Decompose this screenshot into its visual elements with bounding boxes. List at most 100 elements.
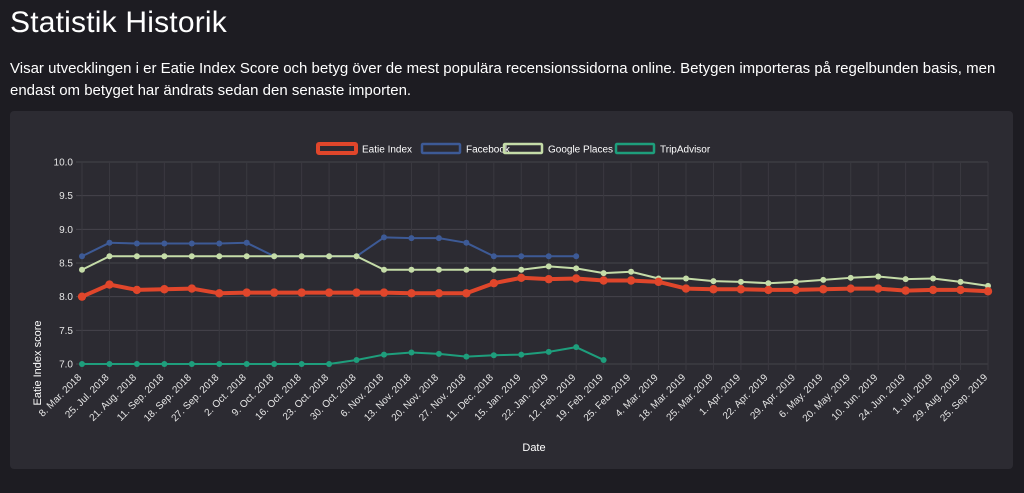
- data-point: [875, 273, 882, 280]
- data-point: [873, 284, 883, 293]
- data-point: [132, 285, 142, 295]
- legend-item: Eatie Index: [316, 142, 412, 156]
- data-point: [326, 253, 333, 260]
- data-point: [463, 266, 470, 273]
- series-lines: [77, 234, 993, 367]
- data-point: [216, 361, 223, 367]
- data-point: [737, 278, 744, 285]
- data-point: [352, 288, 361, 297]
- data-point: [434, 289, 444, 298]
- legend-item: Facebook: [420, 142, 511, 156]
- data-point: [764, 285, 773, 295]
- legend-swatch: [316, 142, 358, 155]
- data-point: [161, 240, 168, 247]
- data-point: [983, 287, 993, 296]
- data-point: [765, 280, 772, 287]
- series-line: [81, 346, 605, 365]
- legend-swatch: [420, 142, 462, 155]
- data-point: [846, 284, 855, 293]
- data-point: [930, 275, 937, 282]
- legend-item: Google Places: [502, 142, 613, 156]
- series-eatie-index: [77, 273, 993, 301]
- data-point: [573, 344, 580, 351]
- grid-lines: [76, 161, 989, 370]
- data-point: [79, 361, 85, 367]
- data-point: [407, 289, 416, 298]
- data-point: [819, 285, 828, 294]
- legend-label: TripAdvisor: [660, 145, 711, 156]
- data-point: [545, 263, 552, 270]
- data-point: [381, 234, 387, 241]
- data-point: [216, 240, 223, 247]
- data-point: [242, 288, 251, 297]
- data-point: [79, 266, 85, 273]
- data-point: [490, 352, 497, 359]
- data-point: [518, 253, 525, 260]
- data-point: [791, 285, 801, 295]
- legend-label: Eatie Index: [362, 145, 412, 156]
- data-point: [490, 266, 497, 273]
- y-tick-label: 10.0: [54, 158, 74, 169]
- data-point: [902, 276, 909, 283]
- data-point: [463, 239, 470, 246]
- data-point: [599, 276, 608, 285]
- data-point: [216, 253, 223, 260]
- data-point: [106, 361, 113, 367]
- data-point: [628, 268, 635, 275]
- data-point: [106, 239, 113, 246]
- data-point: [928, 285, 938, 295]
- series-line: [81, 255, 989, 287]
- data-point: [79, 253, 85, 260]
- data-point: [188, 361, 195, 367]
- data-point: [544, 274, 553, 284]
- x-axis-title: Date: [522, 442, 545, 454]
- data-point: [243, 253, 250, 260]
- data-point: [379, 288, 389, 297]
- data-point: [847, 274, 854, 281]
- legend-label: Facebook: [466, 145, 511, 156]
- y-axis-title: Eatie Index score: [32, 321, 44, 406]
- data-point: [710, 278, 717, 285]
- legend-swatch: [502, 142, 544, 155]
- data-point: [353, 356, 360, 363]
- data-point: [709, 285, 718, 294]
- data-point: [408, 266, 415, 273]
- data-point: [326, 361, 333, 367]
- legend: Eatie Index Facebook Google Places TripAdvi…: [316, 142, 711, 156]
- data-point: [571, 274, 581, 283]
- data-point: [408, 235, 415, 242]
- series-google-places: [79, 253, 991, 289]
- data-point: [188, 253, 195, 260]
- data-point: [161, 361, 168, 367]
- series-tripadvisor: [79, 344, 607, 367]
- data-point: [683, 275, 689, 282]
- data-point: [271, 253, 278, 260]
- data-point: [161, 253, 168, 260]
- data-point: [324, 288, 334, 297]
- data-point: [215, 289, 224, 298]
- data-point: [435, 235, 442, 242]
- legend-swatch: [614, 142, 656, 155]
- data-point: [573, 253, 580, 260]
- y-tick-label: 7.0: [59, 360, 73, 371]
- data-point: [957, 278, 964, 285]
- data-point: [133, 253, 140, 260]
- y-axis-ticks: 7.0 7.5 8.0 8.5 9.0 9.5 10.0: [54, 158, 74, 371]
- data-point: [626, 276, 636, 285]
- data-point: [736, 285, 746, 294]
- data-point: [243, 239, 250, 246]
- data-point: [105, 280, 114, 289]
- data-point: [271, 361, 278, 367]
- data-point: [545, 348, 552, 355]
- page-description: Visar utvecklingen i er Eatie Index Scor…: [10, 60, 996, 99]
- legend-label: Google Places: [548, 145, 613, 156]
- data-point: [133, 361, 140, 367]
- data-point: [243, 361, 250, 367]
- data-point: [654, 277, 663, 287]
- series-line: [80, 275, 990, 299]
- data-point: [269, 288, 279, 297]
- chart-panel: 7.0 7.5 8.0 8.5 9.0 9.5 10.0 8. Mar. 2018 25. J…: [10, 111, 1013, 469]
- data-point: [297, 288, 306, 297]
